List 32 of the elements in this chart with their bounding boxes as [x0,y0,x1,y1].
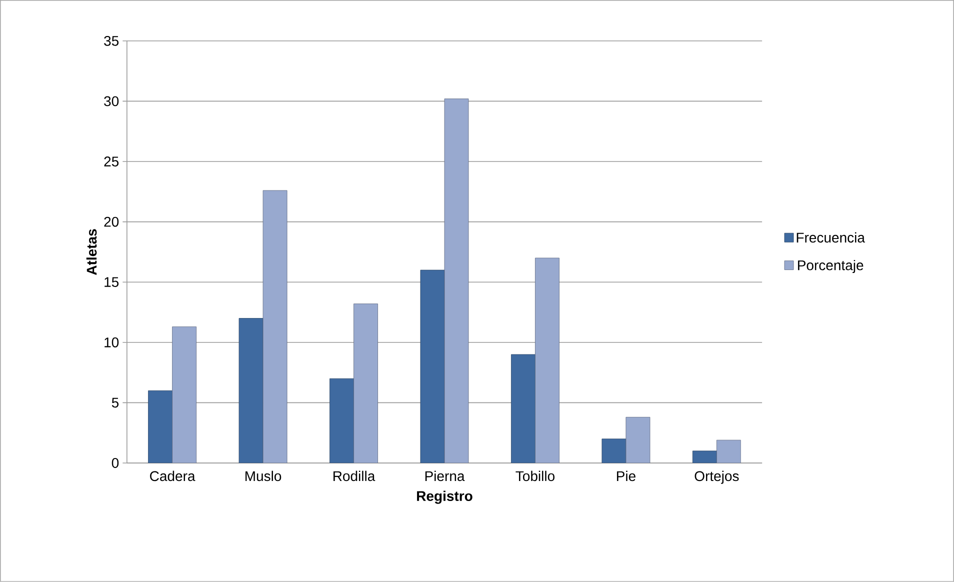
x-tick-label: Tobillo [516,470,554,482]
bar [716,440,741,464]
x-tick-label: Cadera [150,470,196,482]
bar [420,270,445,464]
y-tick-label: 30 [104,96,119,106]
y-tick-label: 0 [112,458,119,468]
x-tick-label: Pierna [425,470,465,482]
y-tick-label: 10 [104,337,119,348]
x-tick-label: Muslo [245,470,282,482]
bar [238,318,264,464]
x-axis-title: Registro [417,490,472,504]
y-axis-title: Atletas [86,229,97,275]
bar [148,390,172,464]
legend-label: Frecuencia [796,232,865,243]
bar [354,304,378,464]
bar [511,354,536,464]
bar [535,258,560,464]
legend-label: Porcentaje [798,260,864,274]
y-tick-label: 5 [112,398,119,408]
y-tick-label: 20 [104,216,119,227]
x-tick-label: Rodilla [334,470,376,482]
bar [444,98,469,464]
x-tick-label: Pie [616,470,636,482]
x-tick-label: Ortejos [694,470,739,484]
bar [262,190,288,464]
bar [172,326,196,464]
bar [626,417,650,464]
y-tick-label: 25 [104,156,119,166]
y-tick-label: 35 [104,36,119,46]
y-tick-label: 15 [104,277,119,288]
bar [330,378,354,464]
bar [602,438,626,464]
